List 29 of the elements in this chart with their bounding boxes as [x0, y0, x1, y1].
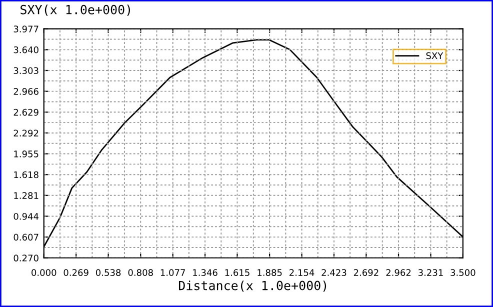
x-tick-label: 0.269	[64, 269, 88, 276]
x-tick-label: 0.538	[96, 269, 121, 276]
x-tick-label: 1.615	[225, 269, 250, 276]
y-tick-label: 2.292	[14, 130, 38, 137]
y-tick-label: 3.303	[14, 67, 38, 74]
y-tick-label: 3.640	[14, 46, 38, 54]
y-tick-label: 1.955	[14, 150, 38, 158]
x-tick-label: 2.423	[322, 269, 346, 276]
legend-label: SXY	[426, 52, 444, 60]
x-tick-label: 3.231	[418, 269, 443, 276]
x-tick-label: 2.692	[354, 269, 378, 276]
y-tick-label: 1.618	[14, 171, 38, 178]
x-tick-label: 3.500	[450, 269, 476, 276]
x-axis-title: Distance(x 1.0e+000)	[178, 280, 326, 292]
y-tick-label: 1.281	[14, 192, 38, 199]
y-tick-label: 0.607	[14, 234, 38, 241]
x-tick-label: 2.154	[290, 269, 314, 276]
y-axis-title: SXY(x 1.0e+000)	[20, 4, 130, 16]
y-tick-label: 3.977	[14, 26, 38, 32]
y-tick-label: 2.629	[14, 108, 38, 116]
x-tick-label: 1.077	[160, 269, 185, 276]
y-tick-label: 2.966	[14, 88, 38, 95]
x-tick-label: 1.346	[193, 269, 218, 276]
y-tick-label: 0.270	[14, 254, 38, 262]
x-tick-label: 1.885	[258, 269, 282, 276]
x-tick-label: 0.000	[32, 269, 56, 276]
x-tick-label: 0.808	[128, 269, 153, 276]
x-tick-label: 2.962	[386, 269, 411, 276]
y-tick-label: 0.944	[14, 212, 39, 220]
